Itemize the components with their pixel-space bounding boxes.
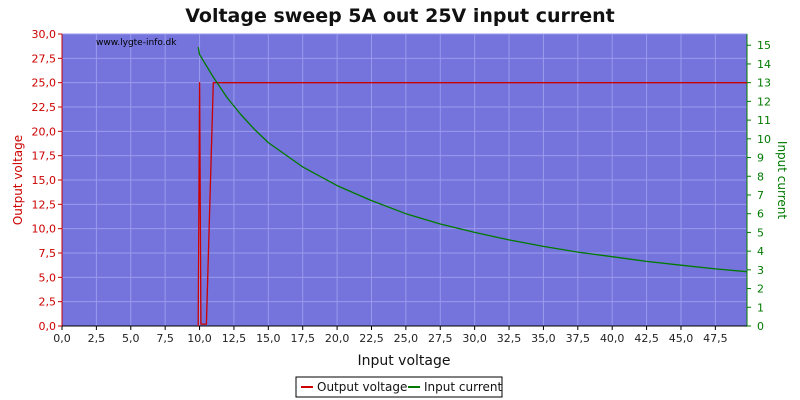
- legend: Output voltage Input current: [295, 376, 503, 398]
- x-tick-label: 37,5: [566, 332, 591, 345]
- x-tick-label: 35,0: [531, 332, 556, 345]
- x-tick-label: 0,0: [53, 332, 71, 345]
- right-tick-label: 9: [757, 152, 764, 165]
- right-tick-label: 12: [757, 95, 771, 108]
- x-tick-label: 2,5: [88, 332, 106, 345]
- left-tick-label: 17,5: [32, 150, 57, 163]
- right-tick-label: 0: [757, 320, 764, 333]
- legend-label-input-current: Input current: [424, 380, 502, 394]
- left-tick-label: 5,0: [39, 271, 57, 284]
- right-tick-label: 2: [757, 283, 764, 296]
- left-tick-label: 22,5: [32, 101, 57, 114]
- x-tick-label: 45,0: [669, 332, 694, 345]
- left-tick-label: 2,5: [39, 296, 57, 309]
- series-line-output-voltage: [197, 82, 747, 327]
- x-tick-label: 20,0: [325, 332, 350, 345]
- left-tick-label: 27,5: [32, 52, 57, 65]
- left-tick-label: 15,0: [32, 174, 57, 187]
- right-tick-label: 4: [757, 245, 764, 258]
- right-tick-label: 8: [757, 170, 764, 183]
- watermark: www.lygte-info.dk: [96, 38, 177, 48]
- right-tick-label: 14: [757, 58, 771, 71]
- x-tick-label: 42,5: [634, 332, 659, 345]
- left-tick-label: 10,0: [32, 223, 57, 236]
- left-tick-label: 12,5: [32, 198, 57, 211]
- left-tick-label: 30,0: [32, 28, 57, 41]
- left-tick-label: 25,0: [32, 77, 57, 90]
- y-axis-label-left: Output voltage: [11, 135, 25, 225]
- right-tick-label: 7: [757, 189, 764, 202]
- series-line-input-current: [197, 46, 748, 273]
- right-tick-label: 6: [757, 208, 764, 221]
- x-tick-label: 7,5: [156, 332, 174, 345]
- x-tick-label: 5,0: [122, 332, 140, 345]
- x-tick-label: 30,0: [462, 332, 487, 345]
- x-tick-label: 40,0: [600, 332, 625, 345]
- right-tick-label: 1: [757, 301, 764, 314]
- x-tick-label: 12,5: [222, 332, 247, 345]
- right-tick-label: 15: [757, 39, 771, 52]
- x-tick-label: 25,0: [394, 332, 419, 345]
- left-tick-label: 7,5: [39, 247, 57, 260]
- x-tick-label: 47,5: [703, 332, 728, 345]
- legend-box: [295, 376, 503, 398]
- right-tick-label: 11: [757, 114, 771, 127]
- x-axis-label: Input voltage: [357, 353, 450, 369]
- chart-title: Voltage sweep 5A out 25V input current: [185, 5, 615, 27]
- left-tick-label: 0,0: [39, 320, 57, 333]
- left-axis-ticks: 0,0 2,5 5,0 7,5 10,0 12,5 15,0 17,5 20,0 22,5 25,0…: [32, 28, 62, 333]
- x-tick-label: 17,5: [290, 332, 315, 345]
- right-tick-label: 3: [757, 264, 764, 277]
- right-tick-label: 10: [757, 133, 771, 146]
- legend-label-output-voltage: Output voltage: [317, 380, 407, 394]
- left-tick-label: 20,0: [32, 125, 57, 138]
- x-tick-label: 10,0: [187, 332, 212, 345]
- series-lines: [197, 46, 748, 327]
- x-tick-label: 15,0: [256, 332, 281, 345]
- x-tick-label: 27,5: [428, 332, 453, 345]
- x-tick-label: 32,5: [497, 332, 522, 345]
- y-axis-label-right: Input current: [775, 141, 789, 219]
- right-tick-label: 13: [757, 77, 771, 90]
- x-tick-label: 22,5: [359, 332, 384, 345]
- x-axis-ticks: 0,0 2,5 5,0 7,5 10,0 12,5 15,0 17,5 20,0 22,5 25,0…: [53, 326, 728, 345]
- right-tick-label: 5: [757, 226, 764, 239]
